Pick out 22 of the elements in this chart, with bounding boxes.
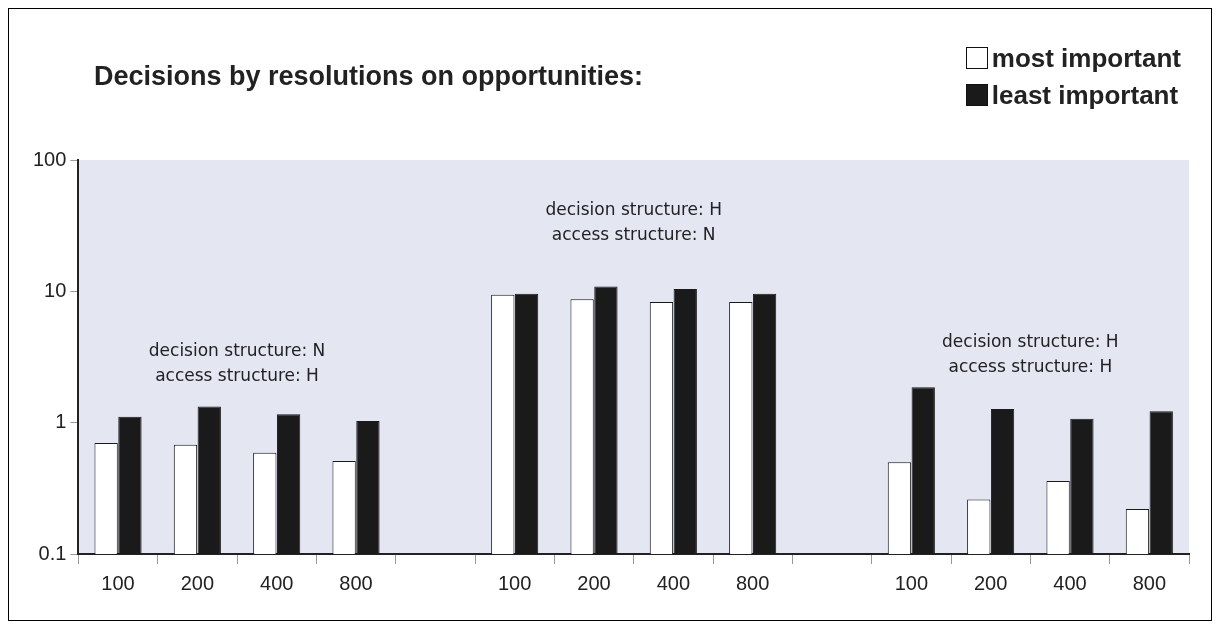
x-tick-label: 400 [1053, 571, 1087, 594]
annotation: decision structure: H access structure: H [942, 330, 1119, 376]
x-tick-label: 100 [101, 571, 135, 594]
y-tick-label: 100 [32, 147, 67, 170]
legend-label: least important [991, 79, 1179, 111]
x-tick-label: 800 [735, 571, 770, 594]
annotation: decision structure: H access structure: N [545, 199, 722, 245]
y-tick-label: 10 [44, 278, 67, 301]
legend-label: most important [991, 42, 1181, 74]
x-tick-label: 200 [973, 571, 1008, 594]
x-tick-label: 400 [260, 571, 294, 594]
chart-title: Decisions by resolutions on opportunities: [94, 61, 644, 92]
x-tick-label: 400 [656, 571, 691, 594]
y-tick-label: 1 [55, 410, 67, 433]
x-tick-label: 100 [894, 571, 929, 594]
x-tick-label: 200 [577, 571, 611, 594]
y-tick-label: 0.1 [38, 541, 67, 564]
annotation: decision structure: N access structure: H [148, 340, 326, 386]
x-tick-label: 100 [498, 571, 532, 594]
x-tick-label: 800 [339, 571, 373, 594]
x-tick-label: 200 [180, 571, 215, 594]
x-tick-label: 800 [1132, 571, 1167, 594]
